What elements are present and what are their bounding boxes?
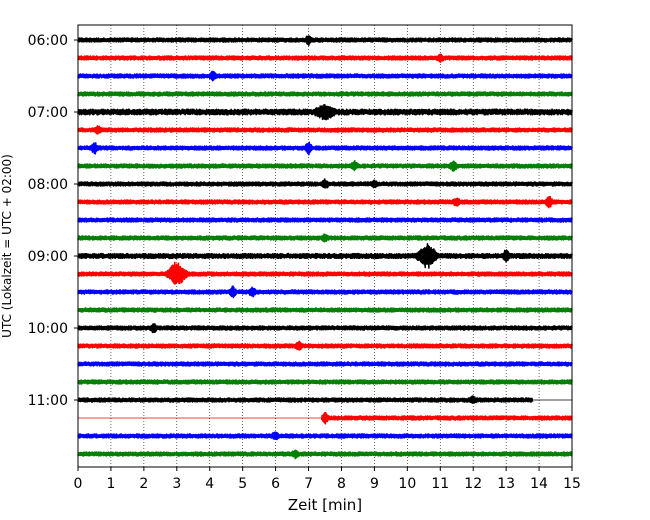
x-tick-label: 2 bbox=[139, 476, 148, 492]
y-tick-label: 11:00 bbox=[28, 393, 68, 409]
seismogram-trace bbox=[77, 449, 573, 460]
seismogram-trace bbox=[77, 242, 573, 269]
x-tick-label: 4 bbox=[205, 476, 214, 492]
seismogram-trace bbox=[77, 160, 573, 172]
x-tick-label: 9 bbox=[370, 476, 379, 492]
x-tick-label: 5 bbox=[238, 476, 247, 492]
seismogram-trace bbox=[77, 104, 573, 121]
seismogram-trace bbox=[77, 178, 573, 189]
seismogram-trace bbox=[77, 395, 534, 404]
y-tick-label: 08:00 bbox=[28, 177, 68, 193]
seismogram-trace bbox=[77, 361, 573, 367]
seismogram-trace bbox=[77, 70, 573, 82]
y-axis-label: UTC (Lokalzeit = UTC + 02:00) bbox=[0, 154, 14, 338]
x-tick-label: 7 bbox=[304, 476, 313, 492]
x-tick-label: 15 bbox=[563, 476, 581, 492]
x-tick-label: 6 bbox=[271, 476, 280, 492]
x-tick-label: 1 bbox=[106, 476, 115, 492]
seismogram-trace bbox=[77, 217, 573, 223]
seismogram-trace bbox=[77, 323, 573, 334]
x-tick-label: 14 bbox=[530, 476, 548, 492]
y-tick-label: 07:00 bbox=[28, 105, 68, 121]
seismogram-trace bbox=[77, 307, 573, 313]
x-tick-label: 11 bbox=[431, 476, 449, 492]
axes-frame bbox=[77, 24, 573, 468]
seismogram-trace bbox=[320, 411, 573, 425]
seismogram-trace bbox=[77, 141, 573, 156]
y-tick-label: 09:00 bbox=[28, 249, 68, 265]
seismogram-trace bbox=[77, 379, 573, 385]
seismogram-trace bbox=[77, 431, 573, 441]
x-tick-label: 0 bbox=[74, 476, 83, 492]
x-tick-label: 10 bbox=[398, 476, 416, 492]
seismogram-trace bbox=[77, 233, 573, 243]
x-axis-label: Zeit [min] bbox=[288, 496, 362, 514]
seismogram-trace bbox=[77, 91, 573, 97]
seismogram-trace bbox=[77, 340, 573, 351]
tick-layer: 0 1 2 3 4 5 6 7 8 9 10 11 12 13 14 1506:0007:0008:0009:… bbox=[28, 33, 581, 492]
trace-layer bbox=[77, 35, 573, 460]
x-tick-label: 13 bbox=[497, 476, 515, 492]
seismogram-trace bbox=[77, 195, 573, 209]
seismogram-trace bbox=[77, 53, 573, 63]
x-tick-label: 12 bbox=[464, 476, 482, 492]
y-tick-label: 06:00 bbox=[28, 33, 68, 49]
seismogram-trace bbox=[77, 35, 573, 47]
seismogram-trace bbox=[77, 125, 573, 135]
x-tick-label: 8 bbox=[337, 476, 346, 492]
seismogram-trace bbox=[77, 285, 573, 299]
seismogram-trace bbox=[77, 261, 573, 285]
y-tick-label: 10:00 bbox=[28, 321, 68, 337]
x-tick-label: 3 bbox=[172, 476, 181, 492]
